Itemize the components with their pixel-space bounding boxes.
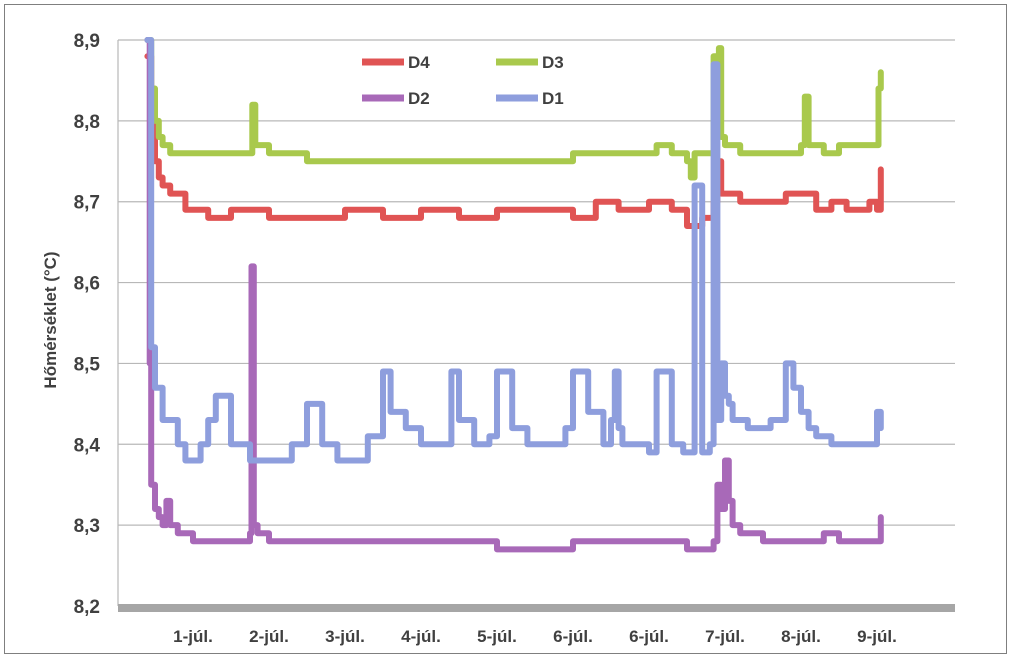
x-tick-label: 7-júl. bbox=[705, 627, 745, 646]
series-d3-line bbox=[144, 37, 884, 181]
y-tick-label: 8,6 bbox=[74, 274, 100, 295]
x-tick-label: 1-júl. bbox=[173, 627, 213, 646]
gridlines bbox=[118, 39, 955, 526]
x-tick-label: 2-júl. bbox=[249, 627, 289, 646]
x-tick-label: 6-júl. bbox=[629, 627, 669, 646]
x-tick-label: 9-júl. bbox=[857, 627, 897, 646]
y-tick-label: 8,4 bbox=[74, 435, 101, 456]
chart-frame bbox=[4, 4, 1007, 654]
legend-label-d4: D4 bbox=[408, 53, 430, 72]
series-lines bbox=[144, 37, 884, 553]
x-tick-label: 5-júl. bbox=[477, 627, 517, 646]
y-axis-label: Hőmérséklet (°C) bbox=[41, 251, 60, 388]
y-tick-label: 8,8 bbox=[74, 112, 100, 133]
legend-label-d3: D3 bbox=[542, 53, 564, 72]
series-d2-line bbox=[144, 37, 884, 553]
series-d4-line bbox=[144, 53, 884, 229]
x-axis: 1-júl. 2-júl. 3-júl. 4-júl. 5-júl. 6-júl. 6-jú… bbox=[117, 40, 955, 646]
y-axis-ticks: 8,2 8,3 8,4 8,5 8,6 8,7 8,8 8,9 bbox=[74, 31, 101, 618]
series-d1-line bbox=[144, 37, 884, 464]
legend-label-d1: D1 bbox=[542, 89, 564, 108]
x-tick-label: 6-júl. bbox=[553, 627, 593, 646]
x-tick-label: 4-júl. bbox=[401, 627, 441, 646]
y-tick-label: 8,3 bbox=[74, 516, 100, 537]
x-tick-label: 8-júl. bbox=[781, 627, 821, 646]
y-tick-label: 8,9 bbox=[74, 31, 100, 52]
legend-label-d2: D2 bbox=[408, 89, 430, 108]
legend: D4 D3 D2 D1 bbox=[362, 53, 564, 108]
y-tick-label: 8,2 bbox=[74, 597, 100, 618]
y-tick-label: 8,5 bbox=[74, 354, 101, 375]
x-tick-label: 3-júl. bbox=[325, 627, 365, 646]
y-tick-label: 8,7 bbox=[74, 193, 100, 214]
x-axis-line bbox=[118, 604, 955, 612]
